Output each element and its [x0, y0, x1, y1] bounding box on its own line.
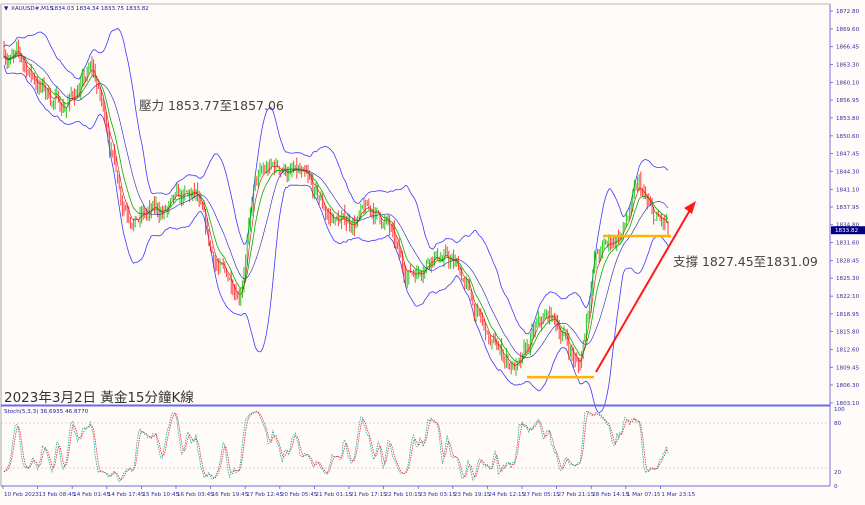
- current-price-label: 1833.82: [835, 228, 858, 234]
- time-tick-label: 16 Feb 03:45: [177, 492, 214, 498]
- time-tick-label: 22 Feb 10:15: [385, 492, 422, 498]
- time-tick-label: 27 Feb 21:15: [558, 492, 595, 498]
- time-tick-label: 1 Mar 07:15: [627, 492, 661, 498]
- symbol-label: XAUUSD#,M15: [11, 6, 54, 12]
- time-tick-label: 1 Mar 23:15: [661, 492, 695, 498]
- price-tick-label: 1841.10: [836, 187, 860, 193]
- time-tick-label: 16 Feb 19:45: [212, 492, 249, 498]
- time-tick-label: 13 Feb 08:45: [39, 492, 76, 498]
- symbol-triangle-icon[interactable]: ▼: [4, 6, 9, 12]
- price-tick-label: 1828.45: [836, 258, 860, 264]
- price-tick-label: 1860.10: [836, 80, 860, 86]
- price-tick-label: 1872.80: [836, 9, 860, 15]
- bollinger-upper-band: [3, 27, 669, 335]
- moving-average-fast: [3, 51, 669, 367]
- price-tick-label: 1863.30: [836, 62, 860, 68]
- current-price-tag: [831, 226, 865, 235]
- price-tick-label: 1806.30: [836, 383, 860, 389]
- stochastic-panel[interactable]: [1, 410, 830, 483]
- time-tick-label: 14 Feb 01:45: [73, 492, 110, 498]
- price-tick-label: 1844.30: [836, 169, 860, 175]
- price-tick-label: 1803.10: [836, 401, 860, 407]
- price-tick-label: 1831.60: [836, 241, 860, 247]
- time-tick-label: 23 Feb 19:15: [454, 492, 491, 498]
- price-tick-label: 1809.45: [836, 365, 860, 371]
- chart-caption: 2023年3月2日 黃金15分鐘K線: [4, 389, 194, 406]
- stoch-level-100: 100: [834, 407, 845, 413]
- price-tick-label: 1850.60: [836, 134, 860, 140]
- time-tick-label: 27 Feb 05:15: [523, 492, 560, 498]
- time-tick-label: 20 Feb 05:45: [281, 492, 318, 498]
- price-tick-label: 1815.80: [836, 330, 860, 336]
- time-tick-label: 24 Feb 12:15: [488, 492, 525, 498]
- time-tick-label: 15 Feb 10:45: [142, 492, 179, 498]
- support-annotation: 支撐 1827.45至1831.09: [673, 254, 818, 269]
- arrow-head-icon: [684, 201, 696, 214]
- ohlc-values: 1834.03 1834.34 1833.75 1833.82: [51, 6, 149, 12]
- bollinger-middle-band: [3, 54, 669, 358]
- stoch-level-80: 80: [834, 421, 842, 427]
- price-tick-label: 1825.30: [836, 276, 860, 282]
- price-tick-label: 1822.10: [836, 294, 860, 300]
- price-tick-label: 1837.95: [836, 205, 860, 211]
- stoch-level-20: 20: [834, 470, 842, 476]
- price-tick-label: 1812.60: [836, 348, 860, 354]
- time-tick-label: 17 Feb 12:45: [246, 492, 283, 498]
- price-tick-label: 1866.45: [836, 45, 860, 51]
- time-tick-label: 23 Feb 03:15: [419, 492, 456, 498]
- time-tick-label: 21 Feb 01:15: [315, 492, 352, 498]
- time-tick-label: 21 Feb 17:15: [350, 492, 387, 498]
- price-tick-label: 1853.80: [836, 116, 860, 122]
- price-axis[interactable]: 1872.80 1869.60 1866.45 1863.30 1860.10 1856.…: [830, 9, 865, 407]
- time-tick-label: 28 Feb 14:15: [592, 492, 629, 498]
- resistance-annotation: 壓力 1853.77至1857.06: [139, 98, 284, 113]
- price-tick-label: 1834.80: [836, 223, 860, 229]
- stoch-main-line: [3, 410, 669, 483]
- time-tick-label: 14 Feb 17:45: [108, 492, 145, 498]
- price-tick-label: 1847.45: [836, 152, 860, 158]
- drawn-objects: [527, 201, 696, 379]
- bollinger-lower-band: [3, 64, 669, 414]
- main-price-panel[interactable]: [3, 27, 669, 414]
- price-tick-label: 1818.95: [836, 312, 860, 318]
- stoch-level-0: 0: [834, 484, 838, 490]
- stoch-label: Stoch(5,3,3) 36.6935 46.8770: [4, 409, 89, 415]
- stoch-signal-line: [3, 411, 669, 481]
- trend-arrow-line[interactable]: [595, 209, 691, 373]
- price-tick-label: 1856.95: [836, 98, 860, 104]
- price-tick-label: 1869.60: [836, 27, 860, 33]
- time-tick-label: 10 Feb 2023: [4, 492, 39, 498]
